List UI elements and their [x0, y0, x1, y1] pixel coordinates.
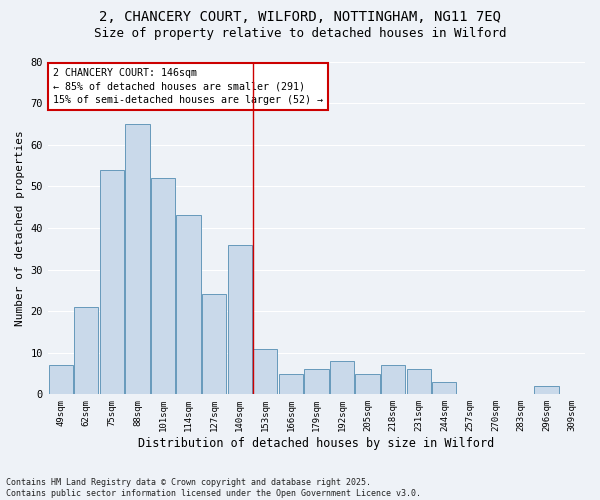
Text: Size of property relative to detached houses in Wilford: Size of property relative to detached ho… [94, 28, 506, 40]
Bar [227, 244, 252, 394]
Bar [279, 374, 303, 394]
Text: 2, CHANCERY COURT, WILFORD, NOTTINGHAM, NG11 7EQ: 2, CHANCERY COURT, WILFORD, NOTTINGHAM, … [99, 10, 501, 24]
Bar [407, 370, 431, 394]
X-axis label: Distribution of detached houses by size in Wilford: Distribution of detached houses by size … [139, 437, 494, 450]
Bar [100, 170, 124, 394]
Bar [432, 382, 457, 394]
Text: 2 CHANCERY COURT: 146sqm
← 85% of detached houses are smaller (291)
15% of semi-: 2 CHANCERY COURT: 146sqm ← 85% of detach… [53, 68, 323, 104]
Bar [176, 216, 201, 394]
Bar [74, 307, 98, 394]
Bar [535, 386, 559, 394]
Bar [304, 370, 329, 394]
Bar [253, 348, 277, 395]
Y-axis label: Number of detached properties: Number of detached properties [15, 130, 25, 326]
Bar [125, 124, 149, 394]
Text: Contains HM Land Registry data © Crown copyright and database right 2025.
Contai: Contains HM Land Registry data © Crown c… [6, 478, 421, 498]
Bar [202, 294, 226, 394]
Bar [151, 178, 175, 394]
Bar [381, 365, 406, 394]
Bar [355, 374, 380, 394]
Bar [49, 365, 73, 394]
Bar [330, 361, 354, 394]
